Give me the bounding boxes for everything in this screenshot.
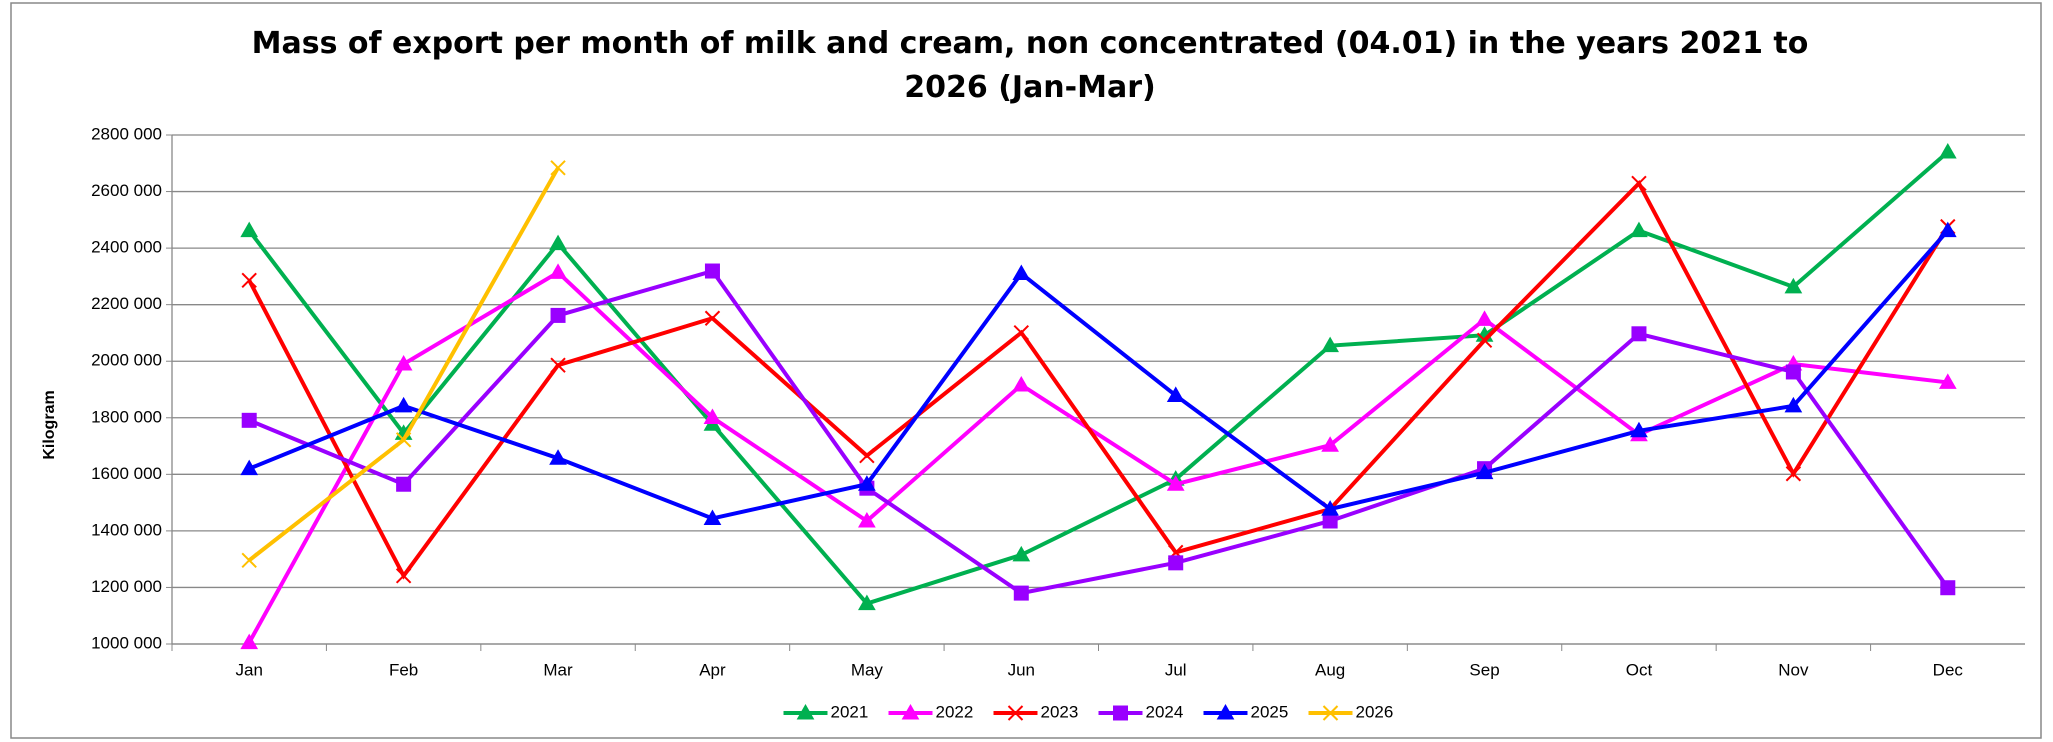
data-point — [1785, 466, 1802, 482]
data-point — [1784, 396, 1803, 413]
data-point — [395, 568, 412, 584]
data-point — [858, 511, 876, 528]
data-point — [1013, 324, 1029, 341]
y-tick-label: 1000 000 — [91, 633, 162, 652]
data-point — [550, 160, 566, 176]
data-point — [1938, 142, 1957, 159]
legend-label: 2026 — [1356, 702, 1394, 721]
data-point — [1631, 175, 1647, 192]
y-tick-label: 1200 000 — [91, 577, 162, 596]
data-point — [1168, 555, 1184, 571]
x-tick-label: Mar — [543, 660, 573, 679]
data-point — [1475, 310, 1494, 326]
data-point — [1940, 580, 1956, 596]
legend-label: 2023 — [1041, 702, 1079, 721]
y-tick-label: 2000 000 — [91, 351, 162, 370]
legend-marker — [796, 703, 815, 720]
data-point — [549, 263, 567, 279]
data-point — [1938, 373, 1957, 389]
data-point — [703, 509, 722, 525]
x-tick-label: Nov — [1778, 660, 1809, 679]
data-point — [1012, 545, 1031, 562]
legend-marker — [901, 703, 920, 720]
data-point — [1938, 221, 1957, 238]
x-tick-label: Feb — [389, 660, 418, 679]
series-line — [247, 150, 1950, 606]
data-point — [1321, 336, 1339, 353]
data-point — [1013, 585, 1029, 601]
series-line — [247, 269, 1949, 644]
series-line — [248, 268, 1950, 596]
x-tick-label: Sep — [1469, 660, 1499, 679]
data-point — [1012, 375, 1031, 392]
data-point — [1322, 513, 1338, 529]
x-tick-label: Jul — [1165, 660, 1187, 679]
legend-marker — [1322, 705, 1339, 721]
data-point — [396, 476, 412, 492]
y-tick-label: 1400 000 — [91, 520, 162, 539]
y-tick-label: 2200 000 — [91, 294, 162, 313]
data-point — [858, 594, 876, 611]
data-point — [1012, 264, 1031, 281]
legend-marker — [1007, 705, 1024, 721]
series-line — [248, 229, 1950, 521]
data-point — [1785, 364, 1801, 380]
data-point — [1321, 436, 1339, 452]
x-tick-label: Apr — [699, 660, 726, 679]
data-point — [394, 355, 413, 371]
data-point — [550, 357, 566, 373]
data-point — [1321, 500, 1339, 516]
data-point — [859, 447, 875, 464]
data-point — [1630, 421, 1648, 438]
data-point — [241, 412, 257, 428]
x-tick-label: Dec — [1933, 660, 1964, 679]
data-point — [240, 459, 259, 476]
data-point — [395, 432, 412, 448]
legend-label: 2022 — [936, 702, 974, 721]
data-point — [1784, 277, 1803, 294]
data-point — [1166, 475, 1185, 491]
data-point — [1475, 463, 1494, 480]
x-tick-label: Aug — [1315, 660, 1345, 679]
x-tick-label: Oct — [1626, 660, 1653, 679]
data-point — [240, 633, 259, 650]
data-point — [704, 310, 721, 326]
data-point — [394, 396, 413, 413]
series-line — [247, 180, 1950, 580]
data-point — [241, 552, 257, 569]
data-point — [549, 234, 567, 251]
legend-label: 2021 — [831, 702, 869, 721]
legend-marker — [1216, 703, 1235, 720]
x-tick-label: Jan — [235, 660, 262, 679]
y-tick-label: 1800 000 — [91, 407, 162, 426]
y-axis-label: Kilogram — [41, 390, 58, 459]
data-point — [703, 408, 722, 424]
y-tick-label: 2600 000 — [91, 181, 162, 200]
legend-label: 2025 — [1251, 702, 1289, 721]
data-point — [1166, 386, 1185, 402]
data-point — [1630, 221, 1648, 238]
y-tick-label: 1600 000 — [91, 464, 162, 483]
data-point — [858, 475, 876, 491]
legend-marker — [1113, 705, 1128, 721]
y-tick-label: 2400 000 — [91, 238, 162, 257]
chart-frame — [10, 2, 2042, 739]
x-tick-label: Jun — [1008, 660, 1035, 679]
legend-label: 2024 — [1146, 702, 1184, 721]
data-point — [241, 272, 257, 289]
data-point — [704, 263, 720, 279]
data-point — [1476, 332, 1493, 349]
data-point — [550, 307, 566, 323]
x-tick-label: May — [851, 660, 884, 679]
y-tick-label: 2800 000 — [91, 124, 162, 143]
data-point — [549, 449, 567, 465]
chart-title: Mass of export per month of milk and cre… — [251, 26, 1809, 105]
data-point — [240, 221, 259, 238]
data-point — [1631, 326, 1647, 342]
